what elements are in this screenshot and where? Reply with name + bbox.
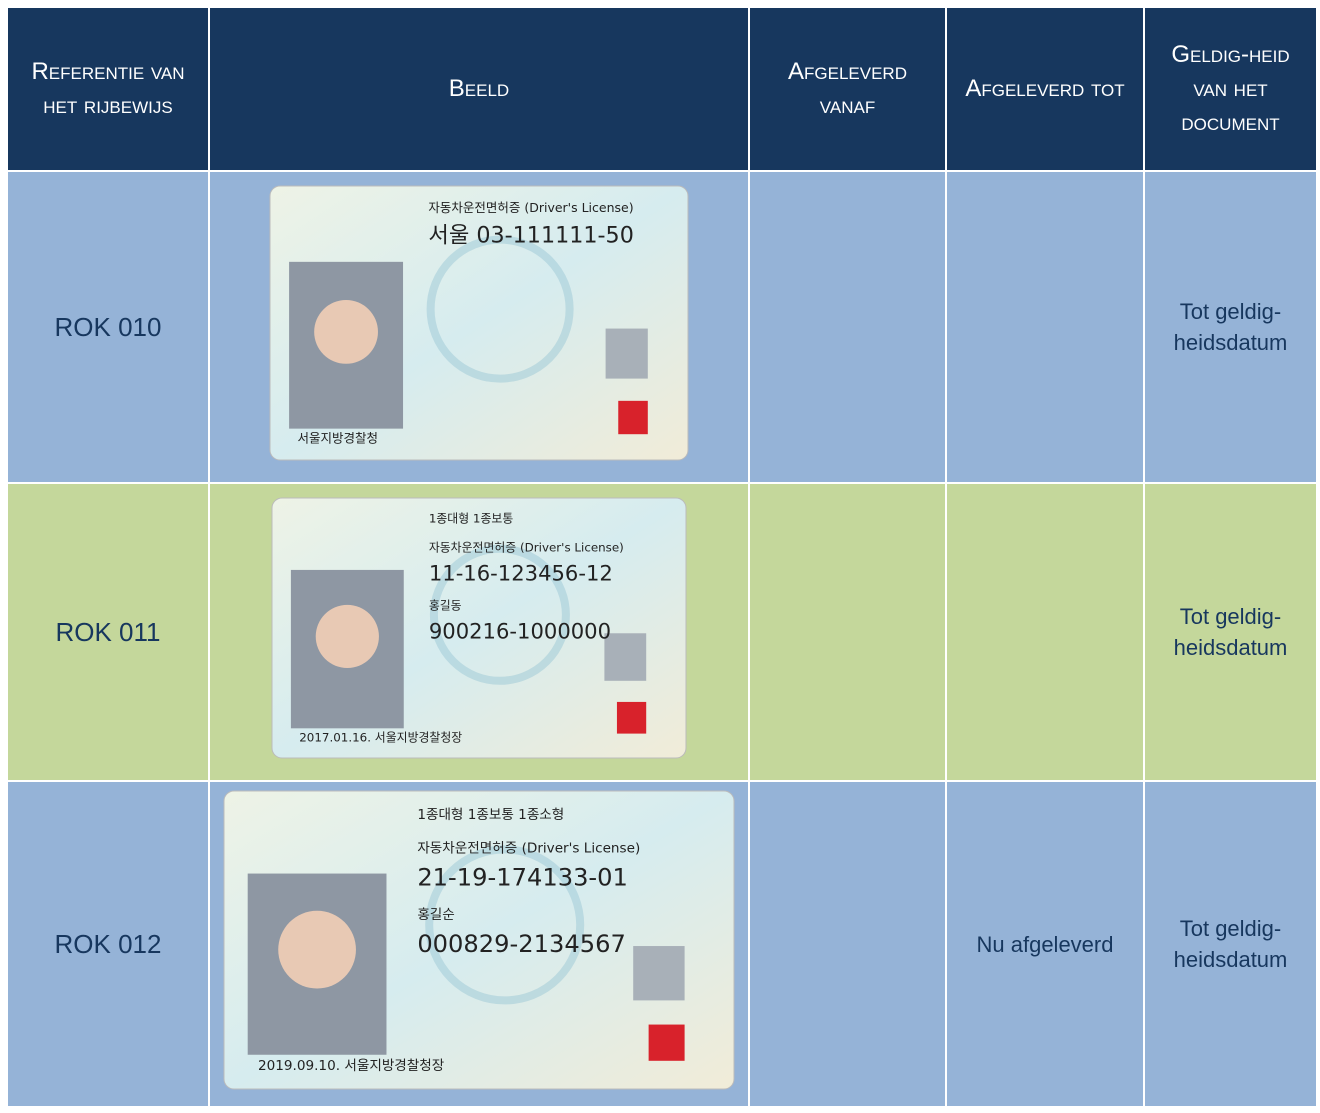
card-text: 홍길동 xyxy=(429,599,462,613)
card-text: 900216-1000000 xyxy=(429,619,611,644)
seal xyxy=(648,1024,685,1061)
card-text: 서울지방경찰청 xyxy=(298,431,379,446)
to-cell xyxy=(945,170,1145,484)
seal xyxy=(616,701,647,734)
header-cell: Beeld xyxy=(208,6,750,172)
table-row: ROK 012 1종대형 1종보통 1종소형 자동차운전면허증 (Driver's … xyxy=(6,780,1318,1108)
card-text: 자동차운전면허증 (Driver's License) xyxy=(428,200,633,215)
card-text: 1종대형 1종보통 xyxy=(429,511,514,525)
header-cell: Referentie van het rijbewijs xyxy=(6,6,210,172)
to-cell: Nu afgeleverd xyxy=(945,780,1145,1108)
small-photo xyxy=(605,328,648,379)
image-cell: 자동차운전면허증 (Driver's License) 서울 03-111111-… xyxy=(208,170,750,484)
from-cell xyxy=(748,482,947,782)
card-text: 자동차운전면허증 (Driver's License) xyxy=(417,840,640,856)
card-text: 1종대형 1종보통 1종소형 xyxy=(417,807,564,823)
card-text: 홍길순 xyxy=(417,907,454,923)
validity-cell: Tot geldig-heidsdatum xyxy=(1143,170,1318,484)
license-image: 자동차운전면허증 (Driver's License) 서울 03-111111-… xyxy=(269,185,689,461)
header-row: Referentie van het rijbewijs Beeld Afgelev… xyxy=(6,6,1318,172)
card-text: 2019.09.10. 서울지방경찰청장 xyxy=(258,1058,445,1074)
photo-face xyxy=(315,604,379,669)
header-cell: Afgeleverd vanaf xyxy=(748,6,947,172)
emblem xyxy=(425,845,585,1005)
from-cell xyxy=(748,780,947,1108)
photo-face xyxy=(278,910,356,989)
card-text: 서울 03-111111-50 xyxy=(428,222,634,248)
seal xyxy=(618,400,648,435)
card-text: 000829-2134567 xyxy=(417,930,626,958)
license-table: Referentie van het rijbewijs Beeld Afgelev… xyxy=(6,6,1318,1108)
header-cell: Geldig-heid van het document xyxy=(1143,6,1318,172)
small-photo xyxy=(604,633,647,681)
photo-face xyxy=(314,299,378,364)
table-row: ROK 010 자동차운전면허증 (Driver's License) 서울 03-… xyxy=(6,170,1318,484)
card-text: 21-19-174133-01 xyxy=(417,864,628,892)
validity-cell: Tot geldig-heidsdatum xyxy=(1143,780,1318,1108)
emblem xyxy=(426,235,574,383)
validity-cell: Tot geldig-heidsdatum xyxy=(1143,482,1318,782)
card-text: 2017.01.16. 서울지방경찰청장 xyxy=(299,731,462,745)
to-cell xyxy=(945,482,1145,782)
from-cell xyxy=(748,170,947,484)
reference-cell: ROK 010 xyxy=(6,170,210,484)
card-text: 자동차운전면허증 (Driver's License) xyxy=(429,540,624,554)
small-photo xyxy=(633,946,685,1001)
card-text: 11-16-123456-12 xyxy=(429,560,613,585)
table-body: ROK 010 자동차운전면허증 (Driver's License) 서울 03-… xyxy=(6,170,1318,1108)
reference-cell: ROK 011 xyxy=(6,482,210,782)
emblem xyxy=(429,544,570,685)
reference-cell: ROK 012 xyxy=(6,780,210,1108)
header-cell: Afgeleverd tot xyxy=(945,6,1145,172)
